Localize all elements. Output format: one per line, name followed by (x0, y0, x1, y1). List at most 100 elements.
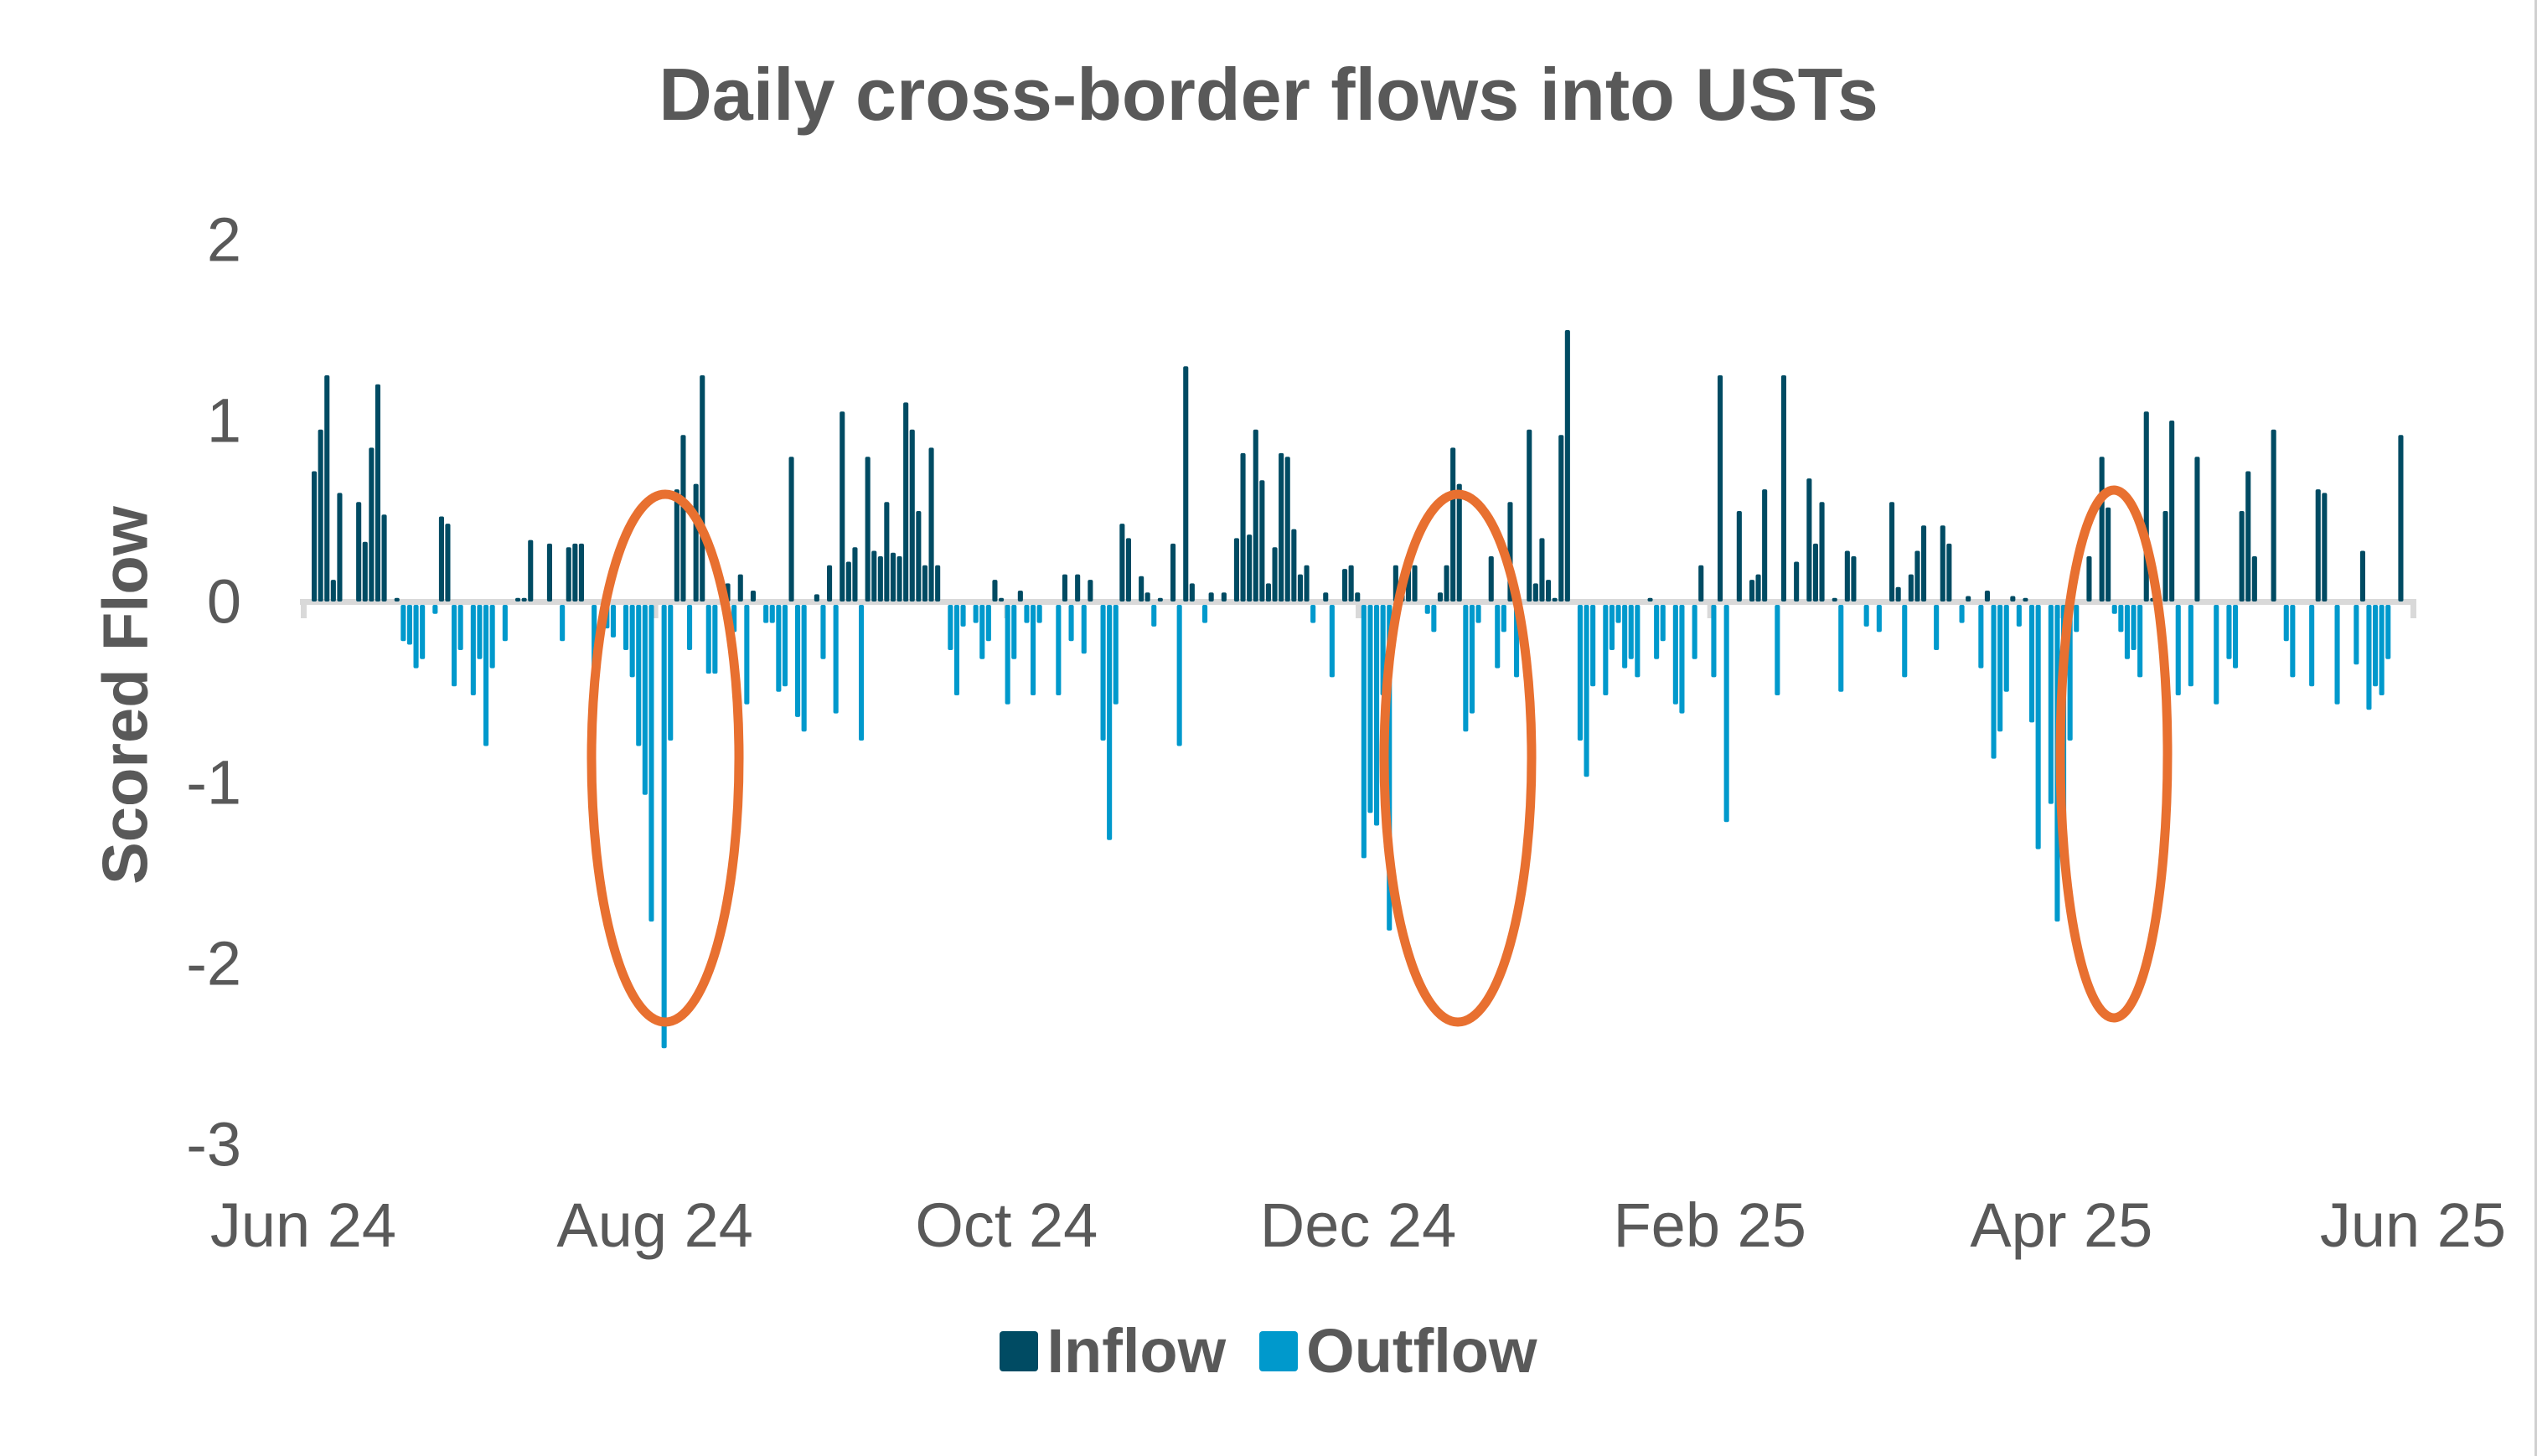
inflow-bar (572, 543, 578, 602)
outflow-bar (859, 605, 865, 741)
outflow-bar (820, 605, 826, 659)
outflow-bar (1603, 605, 1609, 695)
outflow-bar (782, 605, 788, 687)
outflow-bar (489, 605, 495, 669)
outflow-bar (2029, 605, 2035, 723)
inflow-bar (1342, 569, 1348, 602)
outflow-bar (2124, 605, 2130, 659)
inflow-bar (827, 565, 833, 602)
inflow-bar (1698, 565, 1704, 602)
legend-label-inflow: Inflow (1046, 1316, 1227, 1386)
inflow-bar (381, 514, 387, 602)
inflow-bar (2010, 596, 2016, 602)
inflow-bar (546, 543, 552, 602)
frame-border (2534, 0, 2537, 1456)
highlight-ellipse (586, 489, 744, 1027)
outflow-bar (1672, 605, 1678, 705)
outflow-bar (1660, 605, 1666, 642)
inflow-bar (1984, 591, 1990, 602)
outflow-bar (457, 605, 463, 650)
inflow-bar (1291, 529, 1297, 602)
outflow-bar (648, 605, 654, 922)
inflow-bar (1749, 580, 1755, 602)
outflow-bar (1711, 605, 1717, 678)
outflow-bar (1005, 605, 1010, 705)
legend-label-outflow: Outflow (1306, 1316, 1537, 1386)
inflow-bar (1233, 538, 1239, 602)
outflow-bar (763, 605, 769, 623)
inflow-bar (1488, 556, 1494, 602)
inflow-bar (1564, 330, 1570, 602)
outflow-bar (687, 605, 693, 650)
y-tick-label: 1 (206, 385, 241, 456)
inflow-swatch-icon (1000, 1330, 1039, 1371)
inflow-bar (814, 594, 819, 602)
outflow-bar (1056, 605, 1062, 695)
outflow-bar (1501, 605, 1506, 632)
inflow-bar (1189, 583, 1195, 602)
inflow-bar (922, 565, 927, 602)
inflow-bar (445, 524, 451, 602)
x-axis-tick-mark (1707, 602, 1713, 618)
inflow-bar (1170, 543, 1176, 602)
outflow-bar (1590, 605, 1596, 687)
inflow-bar (2194, 457, 2200, 602)
inflow-bar (1552, 597, 1558, 602)
inflow-bar (578, 543, 584, 602)
outflow-bar (432, 605, 438, 614)
inflow-bar (1240, 452, 1246, 602)
outflow-bar (2334, 605, 2340, 705)
inflow-bar (1819, 502, 1825, 602)
inflow-bar (999, 597, 1005, 602)
inflow-bar (693, 483, 699, 602)
outflow-bar (1692, 605, 1697, 659)
outflow-bar (2003, 605, 2009, 692)
x-tick-label: Apr 25 (1970, 1190, 2153, 1260)
outflow-bar (1615, 605, 1621, 623)
x-axis-tick-mark (301, 602, 307, 618)
inflow-bar (1088, 580, 1093, 602)
outflow-bar (1463, 605, 1469, 732)
outflow-bar (1775, 605, 1780, 695)
outflow-bar (452, 605, 457, 687)
outflow-bar (960, 605, 966, 627)
inflow-bar (2099, 457, 2105, 602)
inflow-bar (515, 597, 521, 602)
outflow-bar (483, 605, 489, 746)
outflow-bar (661, 605, 667, 1049)
inflow-bar (438, 516, 444, 602)
outflow-bar (1367, 605, 1373, 813)
outflow-bar (705, 605, 711, 674)
inflow-bar (1279, 452, 1284, 602)
inflow-bar (1450, 447, 1456, 602)
inflow-bar (528, 540, 534, 602)
inflow-bar (1832, 597, 1837, 602)
outflow-bar (1107, 605, 1113, 840)
outflow-bar (1876, 605, 1882, 632)
x-tick-label: Feb 25 (1613, 1190, 1806, 1260)
outflow-bar (2118, 605, 2124, 632)
inflow-bar (992, 580, 998, 602)
inflow-bar (1125, 538, 1131, 602)
outflow-bar (953, 605, 959, 695)
x-tick-label: Aug 24 (556, 1190, 753, 1260)
inflow-bar (845, 561, 851, 602)
outflow-bar (1997, 605, 2003, 732)
highlight-ellipse (2055, 485, 2173, 1023)
outflow-bar (769, 605, 775, 623)
outflow-bar (1361, 605, 1367, 859)
outflow-bar (406, 605, 412, 645)
outflow-bar (985, 605, 991, 642)
inflow-bar (852, 547, 858, 602)
inflow-bar (877, 556, 883, 602)
y-tick-label: 2 (206, 204, 241, 275)
inflow-bar (737, 574, 743, 602)
inflow-bar (1558, 435, 1564, 602)
outflow-bar (1036, 605, 1042, 623)
chart-title: Daily cross-border flows into USTs (659, 53, 1878, 136)
outflow-bar (1469, 605, 1475, 714)
inflow-bar (2086, 556, 2092, 602)
inflow-bar (1546, 580, 1552, 602)
legend-item-outflow: Outflow (1259, 1315, 1537, 1386)
